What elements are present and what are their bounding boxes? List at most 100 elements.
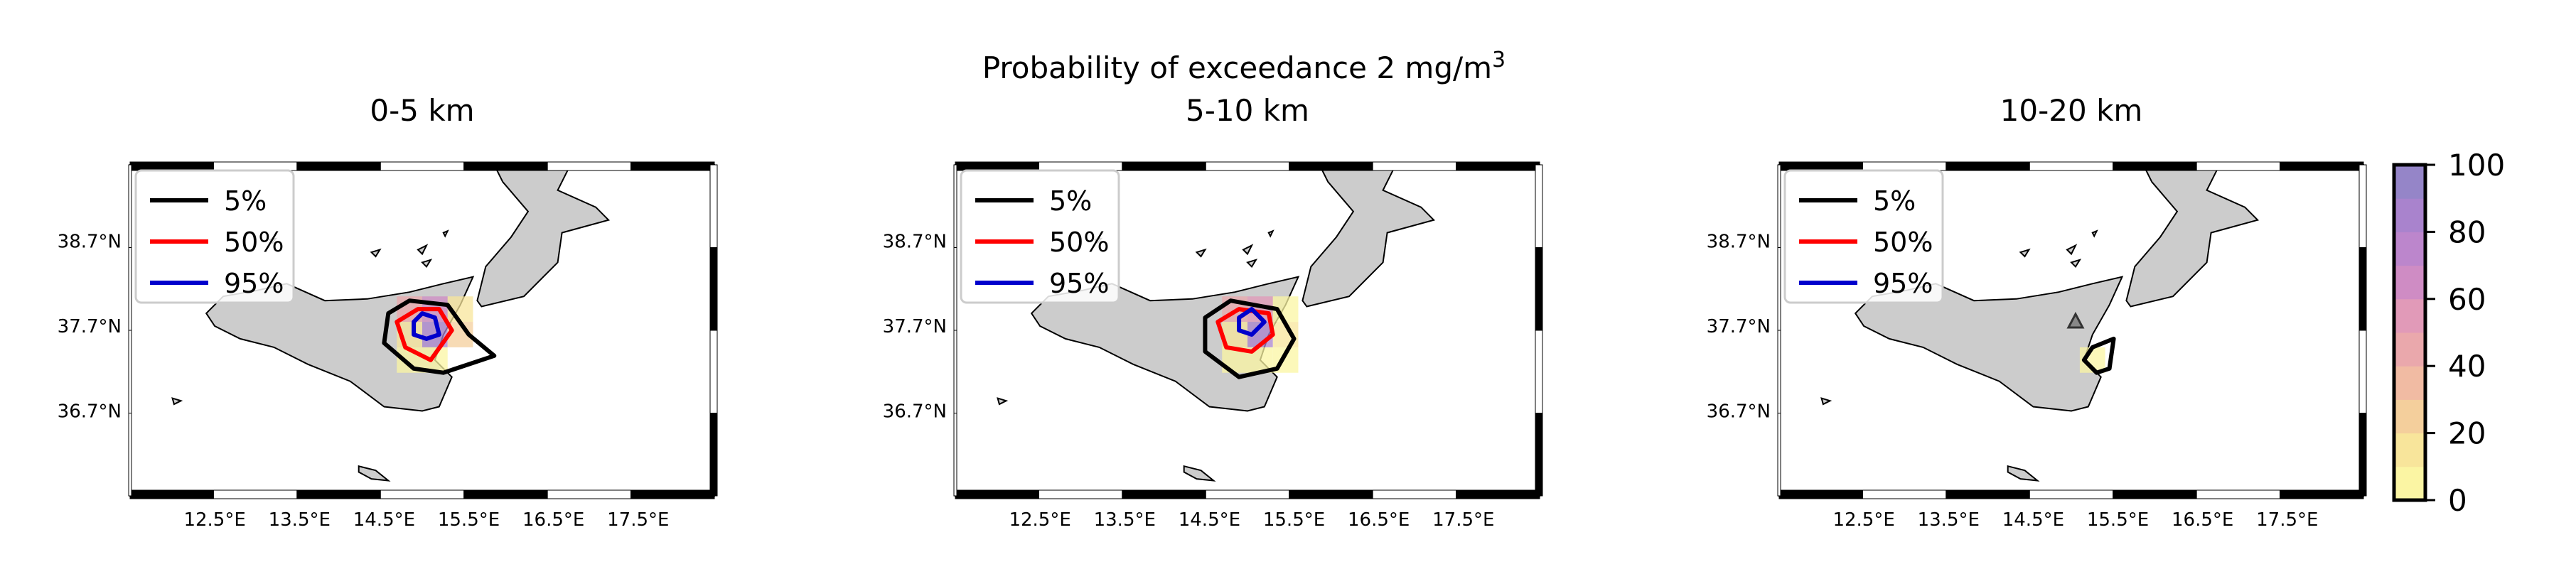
frame-segment-bottom bbox=[1122, 489, 1206, 499]
frame-segment-right bbox=[709, 330, 718, 413]
x-tick-label: 17.5°E bbox=[2256, 509, 2318, 531]
frame-segment-left bbox=[1777, 247, 1781, 331]
colorbar: 0 20 40 60 80 100 bbox=[2392, 148, 2505, 518]
map-content bbox=[1820, 165, 2260, 482]
frame-segment-bottom bbox=[2280, 489, 2364, 499]
x-tick-label: 13.5°E bbox=[1094, 509, 1156, 531]
island bbox=[171, 397, 183, 406]
island bbox=[2070, 259, 2082, 269]
x-tick-label: 12.5°E bbox=[1832, 509, 1894, 531]
island bbox=[1195, 248, 1207, 258]
island bbox=[421, 259, 433, 269]
colorbar-segment bbox=[2394, 265, 2425, 300]
island bbox=[2091, 229, 2098, 238]
frame-segment-bottom bbox=[129, 489, 214, 499]
frame-segment-top bbox=[213, 161, 298, 171]
legend-label: 50% bbox=[1873, 227, 1933, 258]
y-tick-label: 36.7°N bbox=[883, 401, 947, 423]
frame-segment-bottom bbox=[2196, 489, 2281, 499]
legend-box bbox=[960, 169, 1120, 304]
x-tick-label: 16.5°E bbox=[2172, 509, 2233, 531]
frame-segment-bottom bbox=[296, 489, 381, 499]
frame-segment-left bbox=[1777, 164, 1781, 248]
frame-segment-bottom bbox=[1946, 489, 2030, 499]
island bbox=[997, 397, 1009, 406]
island bbox=[442, 229, 449, 238]
contour-95pct bbox=[412, 311, 441, 341]
frame-segment-top bbox=[630, 161, 715, 171]
legend: 5% 50% 95% bbox=[1783, 169, 1944, 304]
frame-segment-left bbox=[953, 330, 957, 413]
island bbox=[1242, 244, 1254, 256]
map-content bbox=[997, 165, 1436, 482]
frame-segment-bottom bbox=[2113, 489, 2197, 499]
frame-segment-right bbox=[1535, 164, 1543, 248]
x-tick-label: 14.5°E bbox=[2002, 509, 2064, 531]
x-tick-label: 16.5°E bbox=[522, 509, 584, 531]
frame-segment-top bbox=[1205, 161, 1290, 171]
y-tick-label: 37.7°N bbox=[883, 316, 947, 337]
legend-label: 95% bbox=[224, 268, 284, 299]
frame-segment-top bbox=[2280, 161, 2364, 171]
frame-segment-left bbox=[953, 413, 957, 497]
frame-segment-top bbox=[547, 161, 632, 171]
frame-segment-bottom bbox=[1205, 489, 1290, 499]
frame-segment-bottom bbox=[1456, 489, 1540, 499]
colorbar-segment bbox=[2394, 165, 2425, 199]
frame-segment-top bbox=[463, 161, 548, 171]
colorbar-segment bbox=[2394, 366, 2425, 400]
colorbar-tick-label: 40 bbox=[2448, 349, 2486, 384]
x-tick-label: 16.5°E bbox=[1348, 509, 1410, 531]
frame-segment-right bbox=[709, 413, 718, 497]
map-content bbox=[171, 165, 611, 482]
frame-segment-left bbox=[128, 413, 132, 497]
legend-label: 5% bbox=[1049, 185, 1092, 217]
map-panel: 10-20 km 5% 50% 95% 12.5°E 13.5°E 14.5°E 15.5°E… bbox=[1707, 93, 2367, 531]
legend-label: 50% bbox=[1049, 227, 1109, 258]
panel-title: 0-5 km bbox=[370, 93, 474, 128]
x-tick-label: 15.5°E bbox=[438, 509, 500, 531]
frame-segment-left bbox=[128, 164, 132, 248]
y-tick-label: 36.7°N bbox=[58, 401, 122, 423]
y-tick-label: 38.7°N bbox=[58, 232, 122, 253]
x-tick-label: 17.5°E bbox=[607, 509, 669, 531]
x-tick-label: 14.5°E bbox=[1179, 509, 1240, 531]
frame-segment-top bbox=[1289, 161, 1373, 171]
panel-title: 5-10 km bbox=[1186, 93, 1309, 128]
colorbar-tick-label: 100 bbox=[2448, 148, 2505, 183]
legend-box bbox=[1783, 169, 1944, 304]
frame-segment-top bbox=[2113, 161, 2197, 171]
frame-segment-top bbox=[1778, 161, 1863, 171]
colorbar-tick-label: 80 bbox=[2448, 215, 2486, 249]
legend-box bbox=[134, 169, 295, 304]
frame-segment-left bbox=[1777, 330, 1781, 413]
x-tick-label: 13.5°E bbox=[1918, 509, 1980, 531]
panel-title: 10-20 km bbox=[2000, 93, 2143, 128]
frame-segment-bottom bbox=[2029, 489, 2114, 499]
frame-segment-bottom bbox=[213, 489, 298, 499]
contour-5pct bbox=[2081, 336, 2116, 375]
colorbar-segment bbox=[2394, 466, 2425, 501]
contour-5pct bbox=[382, 298, 497, 375]
map-panels: 0-5 km 5% 50% 95% 12.5°E 13.5°E 14.5°E 15.5°E 16… bbox=[58, 93, 2367, 531]
y-tick-label: 37.7°N bbox=[58, 316, 122, 337]
x-tick-label: 15.5°E bbox=[2087, 509, 2149, 531]
frame-segment-left bbox=[1777, 413, 1781, 497]
y-tick-label: 36.7°N bbox=[1707, 401, 1771, 423]
landmass-calabria bbox=[476, 165, 611, 308]
colorbar-frame bbox=[2392, 163, 2427, 502]
x-tick-label: 17.5°E bbox=[1432, 509, 1494, 531]
landmass-calabria bbox=[2125, 165, 2260, 308]
colorbar-segment bbox=[2394, 298, 2425, 333]
x-tick-label: 13.5°E bbox=[269, 509, 331, 531]
colorbar-tick-label: 0 bbox=[2448, 483, 2467, 518]
frame-segment-left bbox=[953, 247, 957, 331]
legend-label: 95% bbox=[1049, 268, 1109, 299]
x-tick-label: 12.5°E bbox=[1009, 509, 1070, 531]
map-panel: 0-5 km 5% 50% 95% 12.5°E 13.5°E 14.5°E 15.5°E 16… bbox=[58, 93, 718, 531]
frame-segment-top bbox=[2029, 161, 2114, 171]
landmass-calabria bbox=[1302, 165, 1436, 308]
frame-segment-right bbox=[2358, 164, 2367, 248]
island bbox=[1267, 229, 1274, 238]
frame-segment-bottom bbox=[1862, 489, 1947, 499]
